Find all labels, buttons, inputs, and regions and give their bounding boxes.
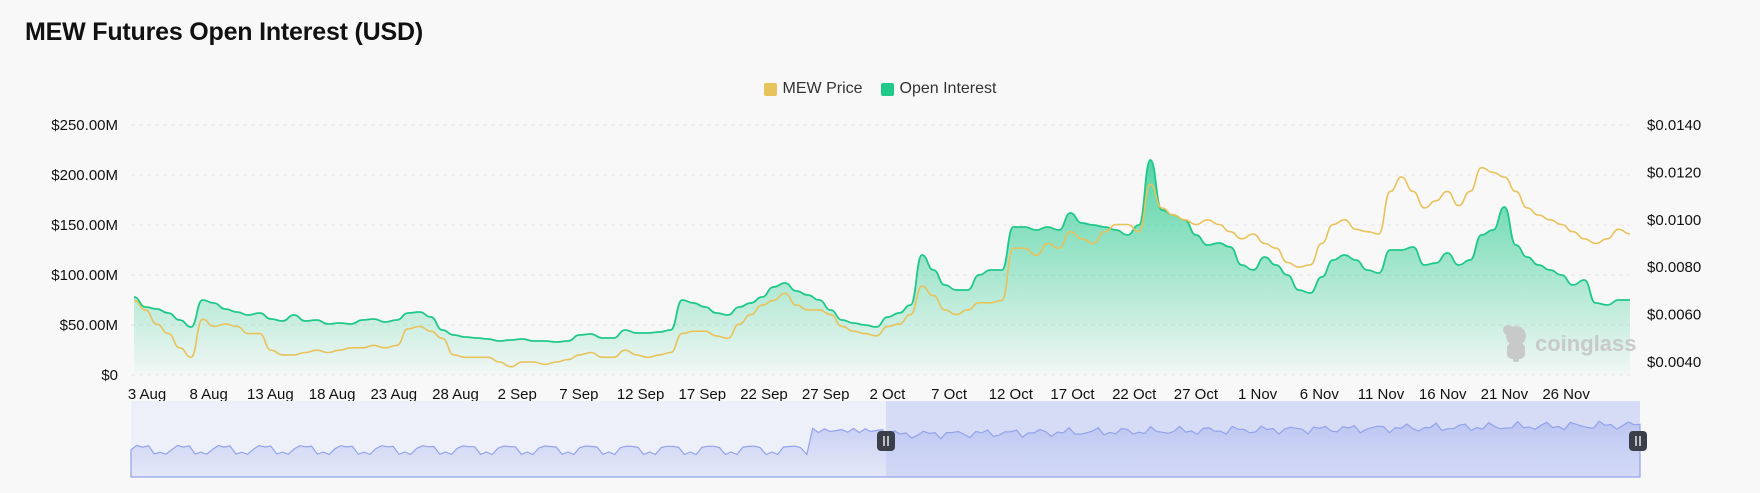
open-interest-area [134,160,1630,375]
right-axis-tick: $0.0140 [1647,117,1701,134]
x-axis-tick: 7 Oct [931,386,968,403]
x-axis-tick: 12 Sep [617,386,665,403]
x-axis-tick: 22 Oct [1112,386,1157,403]
x-axis-tick: 21 Nov [1481,386,1529,403]
x-axis-tick: 7 Sep [559,386,598,403]
x-axis-tick: 13 Aug [247,386,294,403]
x-axis: 3 Aug 8 Aug 13 Aug 18 Aug 23 Aug 28 Aug 2 Sep 7… [128,386,1591,403]
x-axis-tick: 27 Sep [802,386,850,403]
legend-label-open-interest: Open Interest [899,80,997,97]
right-axis-tick: $0.0080 [1647,259,1701,276]
chart-legend: MEW Price Open Interest [0,80,1760,98]
watermark-text: coinglass [1535,331,1636,356]
left-axis-tick: $50.00M [60,317,118,334]
x-axis-tick: 17 Oct [1050,386,1095,403]
right-axis-tick: $0.0060 [1647,307,1701,324]
left-axis-tick: $0 [101,367,118,384]
left-axis-tick: $200.00M [51,167,118,184]
left-axis-tick: $150.00M [51,217,118,234]
navigator-handle-right[interactable] [1629,431,1647,451]
x-axis-tick: 16 Nov [1419,386,1467,403]
coinglass-logo-icon [1503,325,1526,362]
navigator-handle-left[interactable] [877,431,895,451]
right-axis: $0.0040 $0.0060 $0.0080 $0.0100 $0.0120 $0.01… [1647,117,1701,371]
coinglass-watermark: coinglass [1503,325,1636,362]
left-axis: $0 $50.00M $100.00M $150.00M $200.00M $250.00… [51,117,118,384]
x-axis-tick: 1 Nov [1238,386,1278,403]
x-axis-tick: 26 Nov [1542,386,1590,403]
navigator[interactable] [130,401,1647,478]
x-axis-tick: 27 Oct [1174,386,1219,403]
mew-price-line [133,166,1631,368]
right-axis-tick: $0.0120 [1647,164,1701,181]
handle-grip[interactable] [1629,431,1647,451]
x-axis-tick: 12 Oct [989,386,1034,403]
legend-swatch-mew-price [763,82,777,96]
right-axis-tick: $0.0100 [1647,212,1701,229]
x-axis-tick: 23 Aug [370,386,417,403]
open-interest-line [133,159,1630,343]
left-axis-tick: $250.00M [51,117,118,134]
x-axis-tick: 3 Aug [128,386,166,403]
legend-item-mew-price[interactable]: MEW Price [763,80,863,98]
x-axis-tick: 11 Nov [1358,386,1405,403]
x-axis-tick: 6 Nov [1300,386,1340,403]
x-axis-tick: 17 Sep [679,386,727,403]
handle-grip[interactable] [877,431,895,451]
x-axis-tick: 28 Aug [432,386,479,403]
x-axis-tick: 22 Sep [740,386,788,403]
x-axis-tick: 18 Aug [309,386,356,403]
right-axis-tick: $0.0040 [1647,354,1701,371]
left-axis-tick: $100.00M [51,267,118,284]
legend-swatch-open-interest [880,82,894,96]
x-axis-tick: 2 Sep [498,386,537,403]
x-axis-tick: 8 Aug [190,386,228,403]
legend-item-open-interest[interactable]: Open Interest [880,80,997,98]
page-title: MEW Futures Open Interest (USD) [25,18,423,46]
legend-label-mew-price: MEW Price [782,80,863,97]
x-axis-tick: 2 Oct [869,386,906,403]
